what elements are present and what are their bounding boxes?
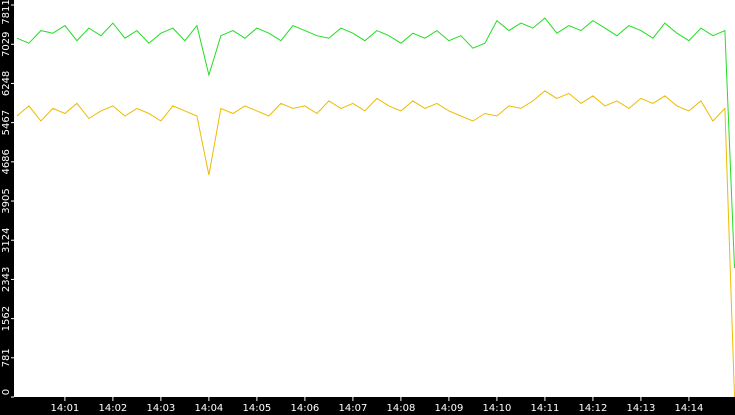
x-tick-label: 14:11 xyxy=(530,403,559,414)
x-tick-label: 14:13 xyxy=(627,403,656,414)
y-tick-label: 2343 xyxy=(1,267,12,292)
y-tick-label: 1562 xyxy=(1,306,12,331)
x-tick-label: 14:14 xyxy=(675,403,704,414)
y-tick-label: 781 xyxy=(1,348,12,367)
y-axis-band xyxy=(0,0,14,415)
y-tick-label: 3124 xyxy=(1,227,12,252)
x-tick-label: 14:04 xyxy=(194,403,223,414)
y-tick-label: 3905 xyxy=(1,188,12,213)
y-tick-label: 0 xyxy=(1,389,12,395)
y-tick-label: 7029 xyxy=(1,32,12,57)
x-tick-label: 14:10 xyxy=(482,403,511,414)
y-tick-label: 6248 xyxy=(1,71,12,96)
x-tick-label: 14:09 xyxy=(434,403,463,414)
x-tick-label: 14:12 xyxy=(578,403,607,414)
x-tick-label: 14:08 xyxy=(386,403,415,414)
x-axis-band xyxy=(0,397,735,415)
x-tick-label: 14:01 xyxy=(50,403,79,414)
series-line xyxy=(16,17,735,269)
x-tick-label: 14:02 xyxy=(98,403,127,414)
y-tick-label: 4686 xyxy=(1,149,12,174)
x-tick-label: 14:06 xyxy=(290,403,319,414)
x-tick-label: 14:07 xyxy=(338,403,367,414)
x-tick-label: 14:05 xyxy=(242,403,271,414)
y-tick-label: 7811 xyxy=(1,0,12,25)
y-tick-label: 5467 xyxy=(1,110,12,135)
series-line xyxy=(16,90,735,398)
x-tick-label: 14:03 xyxy=(146,403,175,414)
